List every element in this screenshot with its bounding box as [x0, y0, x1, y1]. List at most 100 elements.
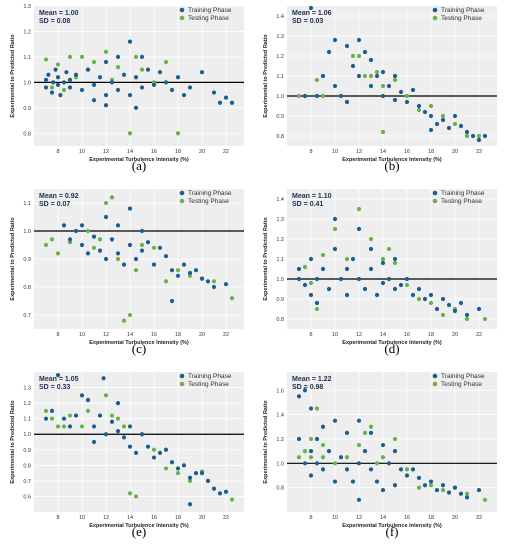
legend-marker: [432, 198, 438, 204]
data-point: [73, 72, 79, 77]
y-tick-label: 1.1: [23, 417, 31, 423]
data-point: [320, 424, 326, 429]
y-axis-label: Experimental to Predicted Ratio: [10, 34, 16, 118]
data-point: [211, 279, 217, 284]
data-point: [85, 228, 91, 234]
data-point: [332, 226, 338, 232]
data-point: [374, 73, 380, 79]
data-point: [434, 121, 440, 127]
plot-area: [34, 372, 244, 512]
data-point: [205, 478, 211, 483]
legend-marker: [179, 15, 185, 21]
data-point: [211, 90, 217, 95]
data-point: [368, 236, 374, 242]
data-point: [85, 408, 91, 413]
stat-label: Mean = 1.06: [292, 10, 332, 17]
data-point: [46, 72, 51, 77]
data-point: [67, 77, 73, 82]
data-point: [115, 87, 121, 93]
data-point: [332, 216, 338, 222]
data-point: [127, 242, 133, 248]
data-point: [350, 256, 356, 262]
data-point: [320, 266, 326, 272]
data-point: [410, 87, 416, 93]
data-point: [157, 70, 163, 75]
x-tick-label: 14: [127, 149, 133, 155]
data-point: [61, 223, 67, 228]
data-point: [67, 424, 73, 429]
data-point: [356, 461, 362, 466]
stat-label: SD = 0.07: [39, 201, 70, 208]
stat-label: Mean = 1.10: [292, 193, 332, 200]
data-point: [338, 93, 344, 99]
data-point: [139, 432, 145, 437]
data-point: [115, 416, 121, 421]
data-point: [440, 483, 446, 488]
data-point: [79, 393, 85, 398]
data-point: [332, 246, 338, 252]
data-point: [217, 100, 223, 105]
y-tick-label: 1.2: [276, 54, 284, 60]
data-point: [211, 284, 217, 290]
data-point: [302, 461, 308, 466]
data-point: [464, 316, 470, 322]
y-tick-label: 1.1: [23, 201, 31, 207]
data-point: [181, 463, 187, 468]
data-point: [67, 237, 73, 242]
y-axis-label: Experimental to Predicted Ratio: [10, 217, 16, 301]
data-point: [49, 85, 55, 90]
x-tick-label: 14: [127, 515, 133, 521]
data-point: [175, 268, 181, 273]
data-point: [446, 125, 452, 131]
data-point: [392, 436, 398, 442]
data-point: [169, 298, 175, 304]
data-point: [404, 93, 410, 99]
data-point: [91, 59, 97, 65]
data-point: [380, 455, 386, 460]
data-point: [151, 82, 157, 88]
data-point: [133, 268, 139, 273]
data-point: [308, 256, 314, 262]
x-tick-label: 12: [356, 149, 362, 155]
data-point: [362, 73, 368, 79]
data-point: [302, 388, 308, 393]
data-point: [115, 429, 121, 434]
data-point: [428, 479, 434, 484]
data-point: [404, 473, 410, 478]
y-tick-label: 0.9: [23, 448, 31, 454]
data-point: [392, 449, 398, 454]
data-point: [109, 195, 115, 200]
data-point: [91, 245, 97, 250]
data-point: [127, 92, 133, 98]
x-tick-label: 16: [151, 332, 157, 338]
data-point: [386, 276, 392, 282]
data-point: [434, 487, 440, 493]
data-point: [91, 424, 97, 429]
data-point: [320, 467, 326, 472]
data-point: [163, 279, 169, 284]
legend-marker: [432, 190, 438, 196]
panel-label: (b): [384, 158, 399, 173]
data-point: [115, 256, 121, 262]
data-point: [43, 242, 49, 248]
data-point: [452, 113, 458, 119]
data-point: [362, 49, 368, 55]
data-point: [139, 248, 145, 253]
data-point: [482, 133, 488, 139]
data-point: [410, 292, 416, 298]
data-point: [368, 73, 374, 79]
data-point: [314, 276, 320, 282]
data-point: [464, 312, 470, 318]
data-point: [356, 276, 362, 282]
data-point: [368, 246, 374, 252]
data-point: [458, 300, 464, 306]
data-point: [55, 373, 61, 378]
x-tick-label: 12: [103, 332, 109, 338]
data-point: [422, 109, 428, 115]
data-point: [356, 226, 362, 232]
data-point: [139, 67, 145, 72]
legend-entry: Testing Phase: [441, 198, 482, 205]
data-point: [320, 252, 326, 258]
y-tick-label: 1.0: [276, 461, 284, 467]
data-point: [151, 455, 157, 460]
